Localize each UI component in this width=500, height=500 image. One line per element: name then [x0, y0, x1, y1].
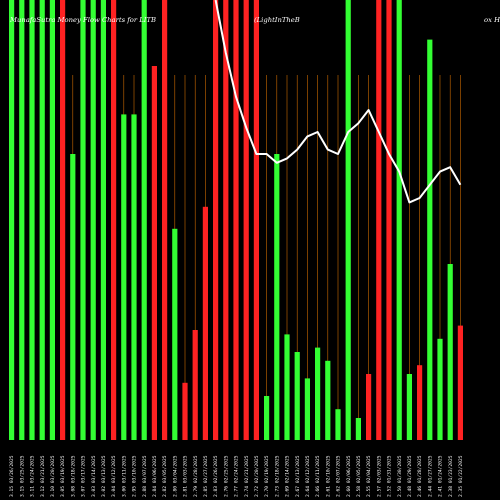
bar-red [457, 325, 463, 440]
bar-green [447, 264, 453, 440]
bar-green [427, 39, 433, 440]
bar-green [264, 396, 270, 440]
x-tick-label: 2.73 02/18/2025 [274, 455, 280, 497]
x-tick-label: 2.95 03/10/2025 [132, 455, 138, 497]
bar-red [111, 0, 117, 440]
x-tick-label: 3.15 03/26/2025 [9, 455, 15, 497]
bar-green [70, 154, 76, 440]
bar-red [202, 206, 208, 440]
x-tick-label: 2.41 01/24/2025 [438, 455, 444, 497]
bar-red [417, 365, 423, 440]
x-tick-label: 3.02 03/13/2025 [101, 455, 107, 497]
bar-green [9, 0, 15, 440]
chart-title-suffix: ox H [484, 16, 500, 24]
x-tick-label: 2.57 02/03/2025 [376, 455, 382, 497]
chart-title-group: MunafaSutra Money Flow Charts for LITB (… [9, 16, 500, 24]
x-tick-label: 2.82 03/05/2025 [162, 455, 168, 497]
x-tick-label: 2.55 02/04/2025 [366, 455, 372, 497]
bar-green [49, 0, 55, 440]
bar-red [162, 0, 168, 440]
bar-red [213, 0, 219, 440]
x-tick-label: 2.81 03/03/2025 [183, 455, 189, 497]
x-tick-label: 2.52 01/31/2025 [387, 455, 393, 497]
bar-green [172, 228, 178, 440]
x-tick-label: 3.08 03/18/2025 [70, 455, 76, 497]
x-tick-label: 2.46 01/28/2025 [417, 455, 423, 497]
x-tick-label: 2.70 02/19/2025 [264, 455, 270, 497]
x-tick-labels: 3.15 03/26/2025 3.15 03/25/2025 3.11 03/24… [9, 455, 464, 497]
bar-red [233, 0, 239, 440]
bar-green [274, 154, 280, 440]
chart-subtitle: (LightInTheB [254, 16, 300, 24]
bar-red [243, 0, 249, 440]
x-tick-label: 2.66 02/11/2025 [315, 455, 321, 497]
x-tick-label: 2.88 03/07/2025 [142, 455, 148, 497]
bar-green [284, 334, 290, 440]
x-tick-label: 2.79 02/28/2025 [193, 455, 199, 497]
x-tick-label: 2.72 02/20/2025 [254, 455, 260, 497]
bar-red [60, 0, 66, 440]
x-tick-label: 3.15 03/25/2025 [19, 455, 25, 497]
x-tick-label: 2.44 01/27/2025 [427, 455, 433, 497]
bar-series [9, 0, 463, 441]
x-tick-label: 3.11 03/24/2025 [30, 455, 36, 497]
bar-green [355, 418, 361, 440]
x-tick-label: 3.07 03/17/2025 [81, 455, 87, 497]
x-tick-label: 2.48 01/29/2025 [407, 455, 413, 497]
x-tick-label: 3.10 03/20/2025 [50, 455, 56, 497]
x-tick-label: 2.85 02/27/2025 [203, 455, 209, 497]
bar-green [39, 0, 45, 440]
price-line-path [214, 0, 462, 204]
bar-green [345, 0, 351, 440]
bar-green [19, 0, 25, 440]
x-tick-label: 3.03 03/14/2025 [91, 455, 97, 497]
x-tick-label: 2.77 02/24/2025 [234, 455, 240, 497]
x-tick-label: 2.64 02/12/2025 [305, 455, 311, 497]
bar-red [151, 66, 157, 440]
x-tick-label: 2.69 02/14/2025 [285, 455, 291, 497]
bar-green [80, 0, 86, 440]
x-tick-label: 2.35 01/22/2025 [458, 455, 464, 497]
price-line [214, 0, 462, 204]
bar-green [325, 360, 331, 440]
bar-red [253, 0, 259, 440]
bar-green [29, 0, 35, 440]
x-tick-label: 3.00 03/11/2025 [121, 455, 127, 497]
x-tick-label: 3.12 03/21/2025 [40, 455, 46, 497]
x-tick-label: 2.60 02/06/2025 [346, 455, 352, 497]
bar-green [90, 0, 96, 440]
bar-green [141, 0, 147, 440]
chart-title: MunafaSutra Money Flow Charts for LITB [9, 16, 156, 24]
x-tick-label: 2.76 02/25/2025 [223, 455, 229, 497]
x-tick-label: 2.67 02/13/2025 [295, 455, 301, 497]
bar-green [121, 114, 127, 441]
bar-red [192, 330, 198, 440]
bar-red [223, 0, 229, 440]
bar-green [131, 114, 137, 441]
x-tick-label: 2.50 01/30/2025 [397, 455, 403, 497]
bar-red [386, 0, 392, 440]
x-tick-label: 2.38 01/23/2025 [448, 455, 454, 497]
x-tick-label: 2.80 03/04/2025 [172, 455, 178, 497]
bar-green [437, 338, 443, 440]
x-tick-label: 3.04 03/12/2025 [111, 455, 117, 497]
x-tick-label: 2.62 02/07/2025 [336, 455, 342, 497]
bar-green [335, 409, 341, 440]
x-tick-label: 3.05 03/19/2025 [60, 455, 66, 497]
bar-red [182, 382, 188, 440]
x-tick-label: 2.58 02/05/2025 [356, 455, 362, 497]
bar-red [376, 0, 382, 440]
bar-green [100, 0, 106, 440]
bar-green [396, 0, 402, 440]
bar-green [294, 352, 300, 440]
x-tick-label: 2.74 02/21/2025 [244, 455, 250, 497]
bar-red [366, 374, 372, 440]
x-tick-label: 2.84 03/06/2025 [152, 455, 158, 497]
x-tick-label: 2.83 02/26/2025 [213, 455, 219, 497]
x-tick-label: 2.61 02/10/2025 [325, 455, 331, 497]
bar-green [406, 374, 412, 440]
bar-green [304, 378, 310, 440]
bar-green [315, 347, 321, 440]
